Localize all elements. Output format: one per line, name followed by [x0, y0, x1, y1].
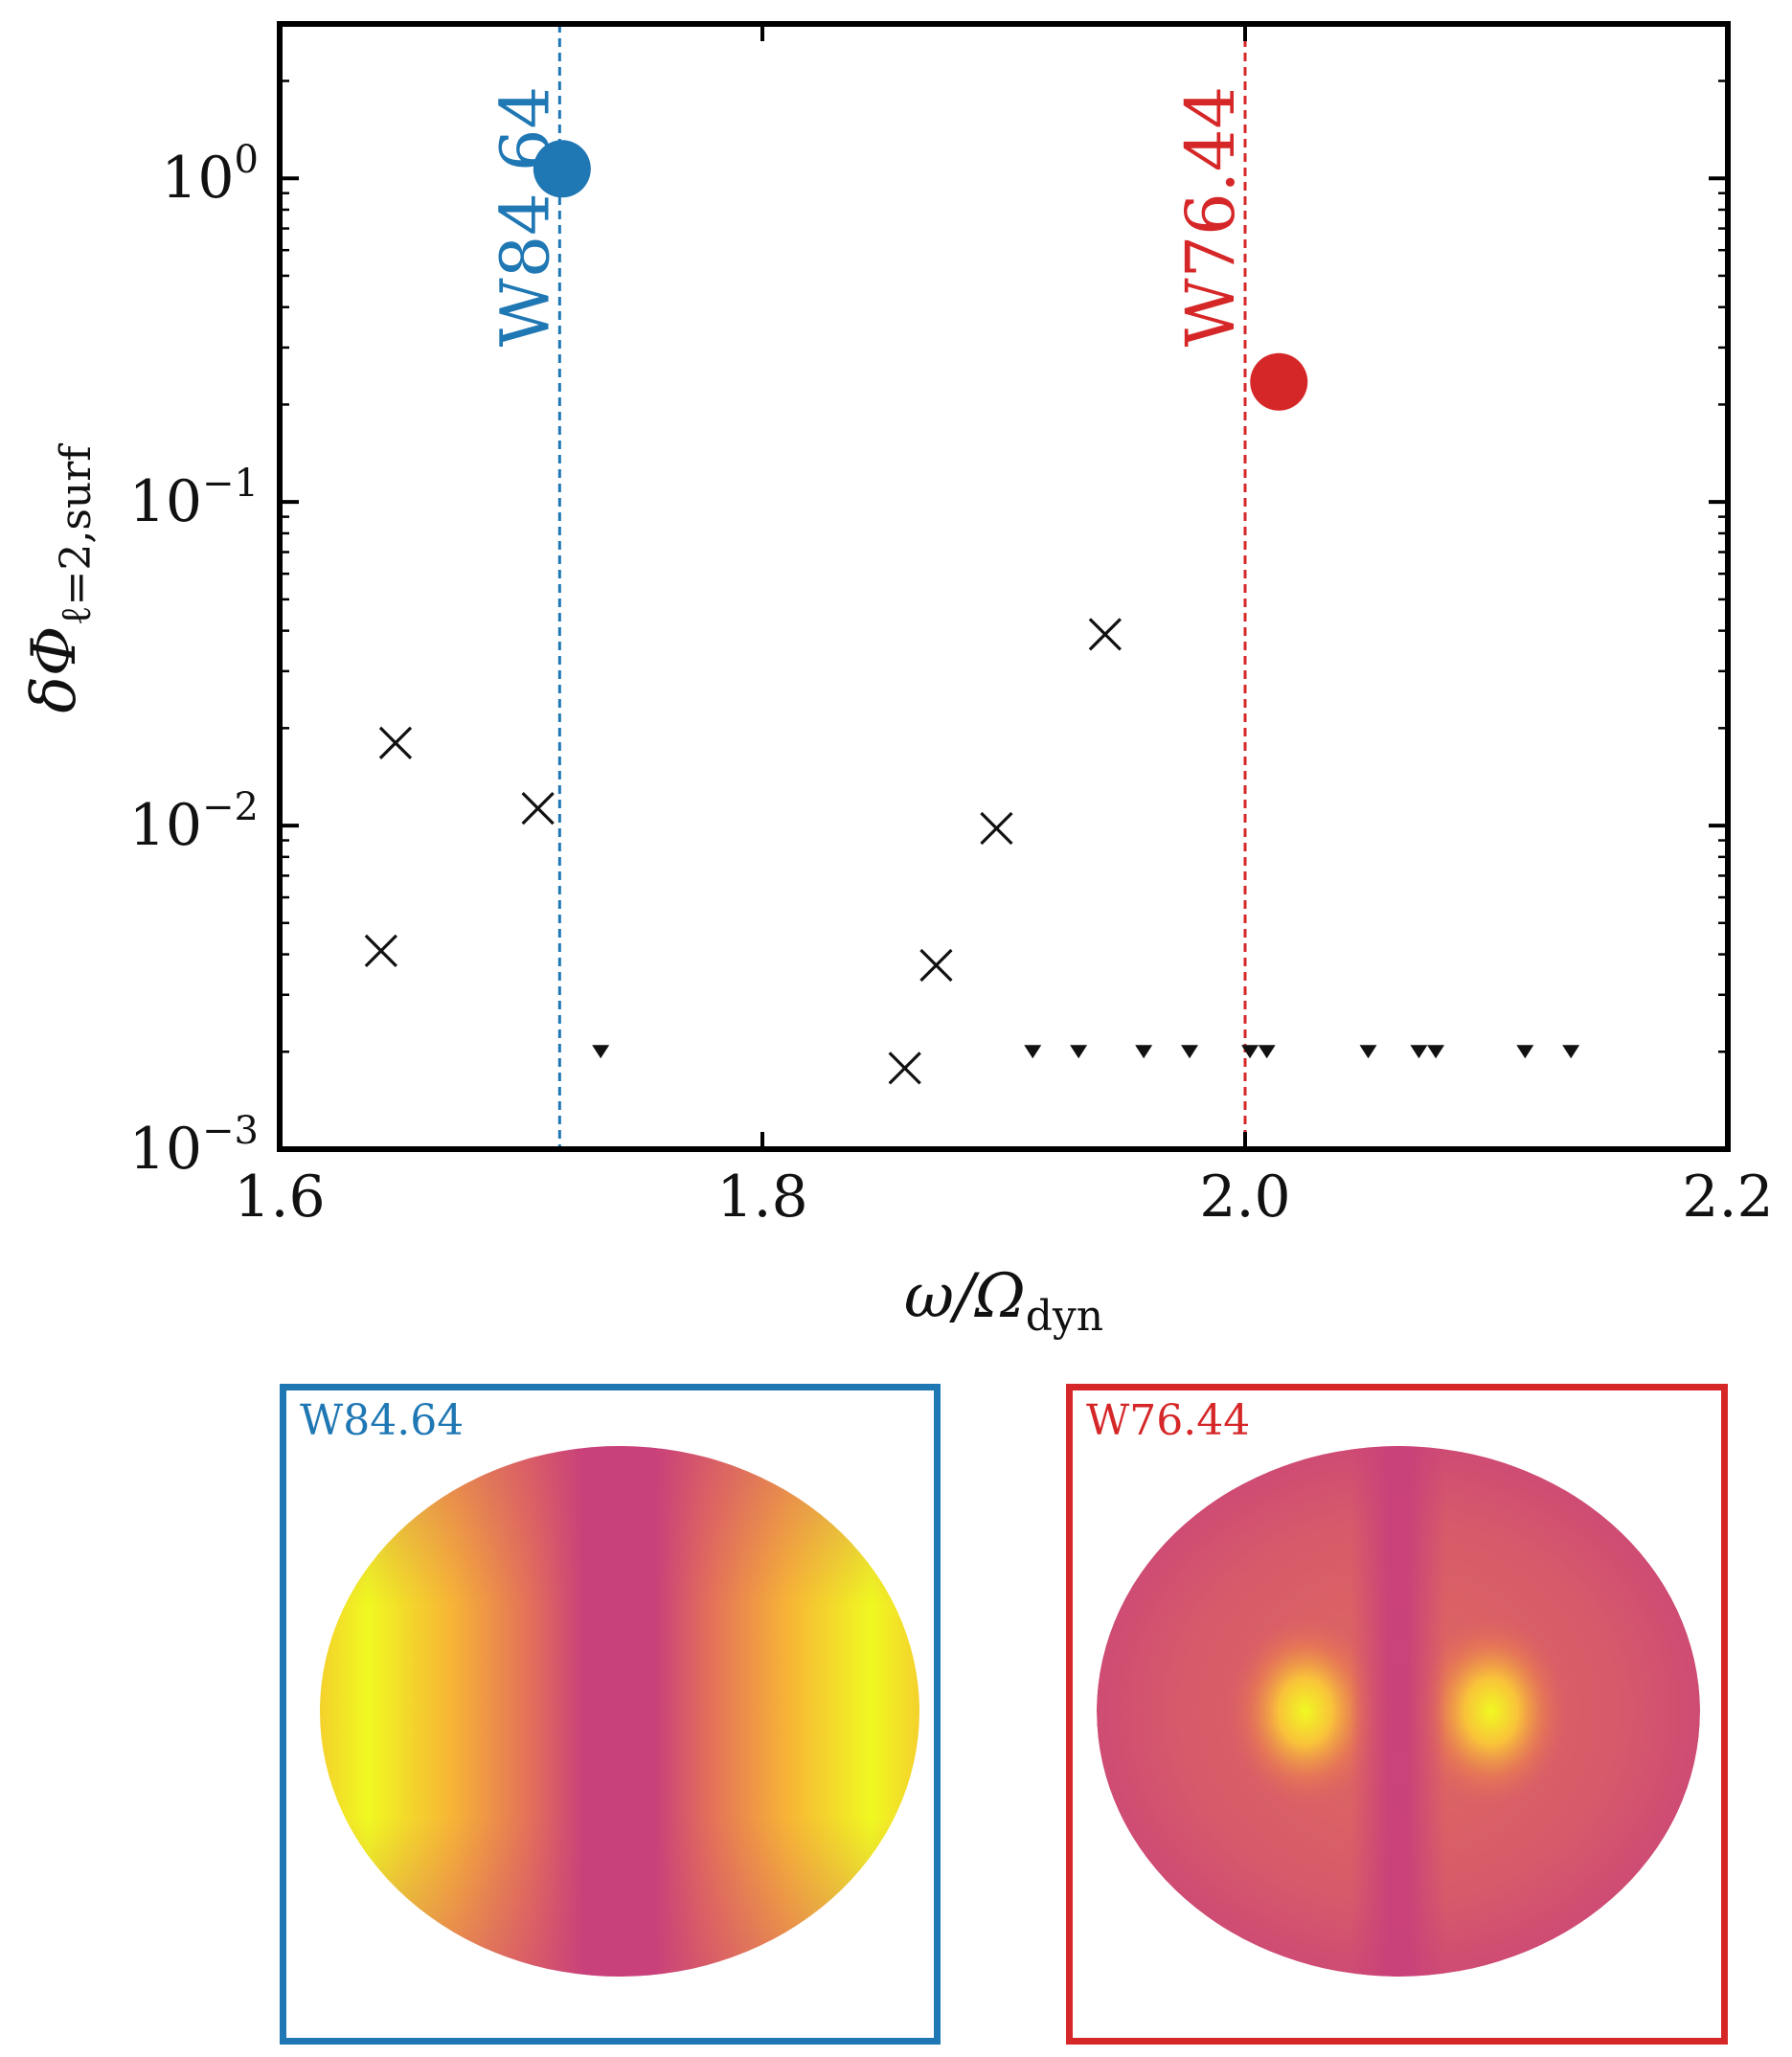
x-marker	[521, 792, 555, 825]
upper-limit-marker	[1070, 1045, 1088, 1059]
upper-limit-marker	[1258, 1045, 1276, 1059]
x-marker	[378, 726, 413, 759]
y-tick-label: 10−3	[129, 1109, 259, 1183]
y-tick-label: 100	[161, 138, 259, 212]
mode-disk-shade	[320, 1446, 919, 1977]
main-chart: W84.64 W76.44 1.6 1.8 2.0 2.2 10−3 10−2 10−1 100…	[19, 21, 1774, 1341]
upper-limit-marker	[1135, 1045, 1153, 1059]
upper-limit-marker	[1410, 1045, 1428, 1059]
y-tick-label: 10−1	[129, 462, 259, 535]
hot-lobe-left	[1229, 1616, 1382, 1807]
upper-limit-marker	[1359, 1045, 1377, 1059]
x-marker	[364, 934, 397, 968]
x-stroke	[378, 726, 413, 759]
highlight-point-3	[1250, 352, 1308, 411]
vline-label-0: W84.64	[486, 86, 564, 347]
highlight-point-2	[533, 140, 591, 198]
mode-map-right	[1097, 1446, 1700, 1977]
y-axis-label: δΦℓ=2,surf	[19, 443, 101, 713]
upper-limit-marker	[592, 1045, 610, 1059]
upper-limit-marker	[1562, 1045, 1580, 1059]
inset-label: W76.44	[1086, 1396, 1251, 1445]
x-tick-label: 2.0	[1199, 1164, 1290, 1231]
x-marker	[919, 948, 953, 983]
vline-label-1: W76.44	[1171, 86, 1250, 347]
y-tick-label: 10−2	[129, 785, 259, 859]
tick-labels: 1.6 1.8 2.0 2.2 10−3 10−2 10−1 100	[129, 138, 1774, 1231]
hot-lobe-right	[1415, 1616, 1568, 1807]
x-axis-label: ω/Ωdyn	[904, 1261, 1103, 1341]
x-stroke	[888, 1051, 921, 1085]
x-stroke	[364, 934, 397, 968]
x-stroke	[521, 792, 555, 825]
x-stroke	[919, 948, 953, 983]
upper-limit-marker	[1516, 1045, 1534, 1059]
axes-frame	[277, 21, 1731, 1152]
upper-limit-marker	[1427, 1045, 1445, 1059]
upper-limit-marker	[1241, 1045, 1259, 1059]
x-marker	[980, 811, 1013, 846]
x-tick-label: 1.8	[716, 1164, 807, 1231]
plot-area	[364, 24, 1580, 1149]
upper-limit-marker	[1181, 1045, 1199, 1059]
center-band	[1350, 1446, 1446, 1977]
x-tick-label: 2.2	[1682, 1164, 1773, 1231]
mode-map-left	[320, 1446, 919, 1977]
x-tick-label: 1.6	[234, 1164, 325, 1231]
inset-label: W84.64	[300, 1396, 465, 1445]
upper-limit-marker	[1024, 1045, 1042, 1059]
x-stroke	[1088, 618, 1122, 651]
axes: W84.64 W76.44	[277, 21, 1731, 1152]
x-stroke	[980, 811, 1013, 846]
x-marker	[888, 1051, 921, 1085]
mode-inset-w84-64: W84.64	[280, 1384, 941, 2045]
x-marker	[1088, 618, 1122, 651]
mode-inset-w76-44: W76.44	[1066, 1384, 1728, 2045]
